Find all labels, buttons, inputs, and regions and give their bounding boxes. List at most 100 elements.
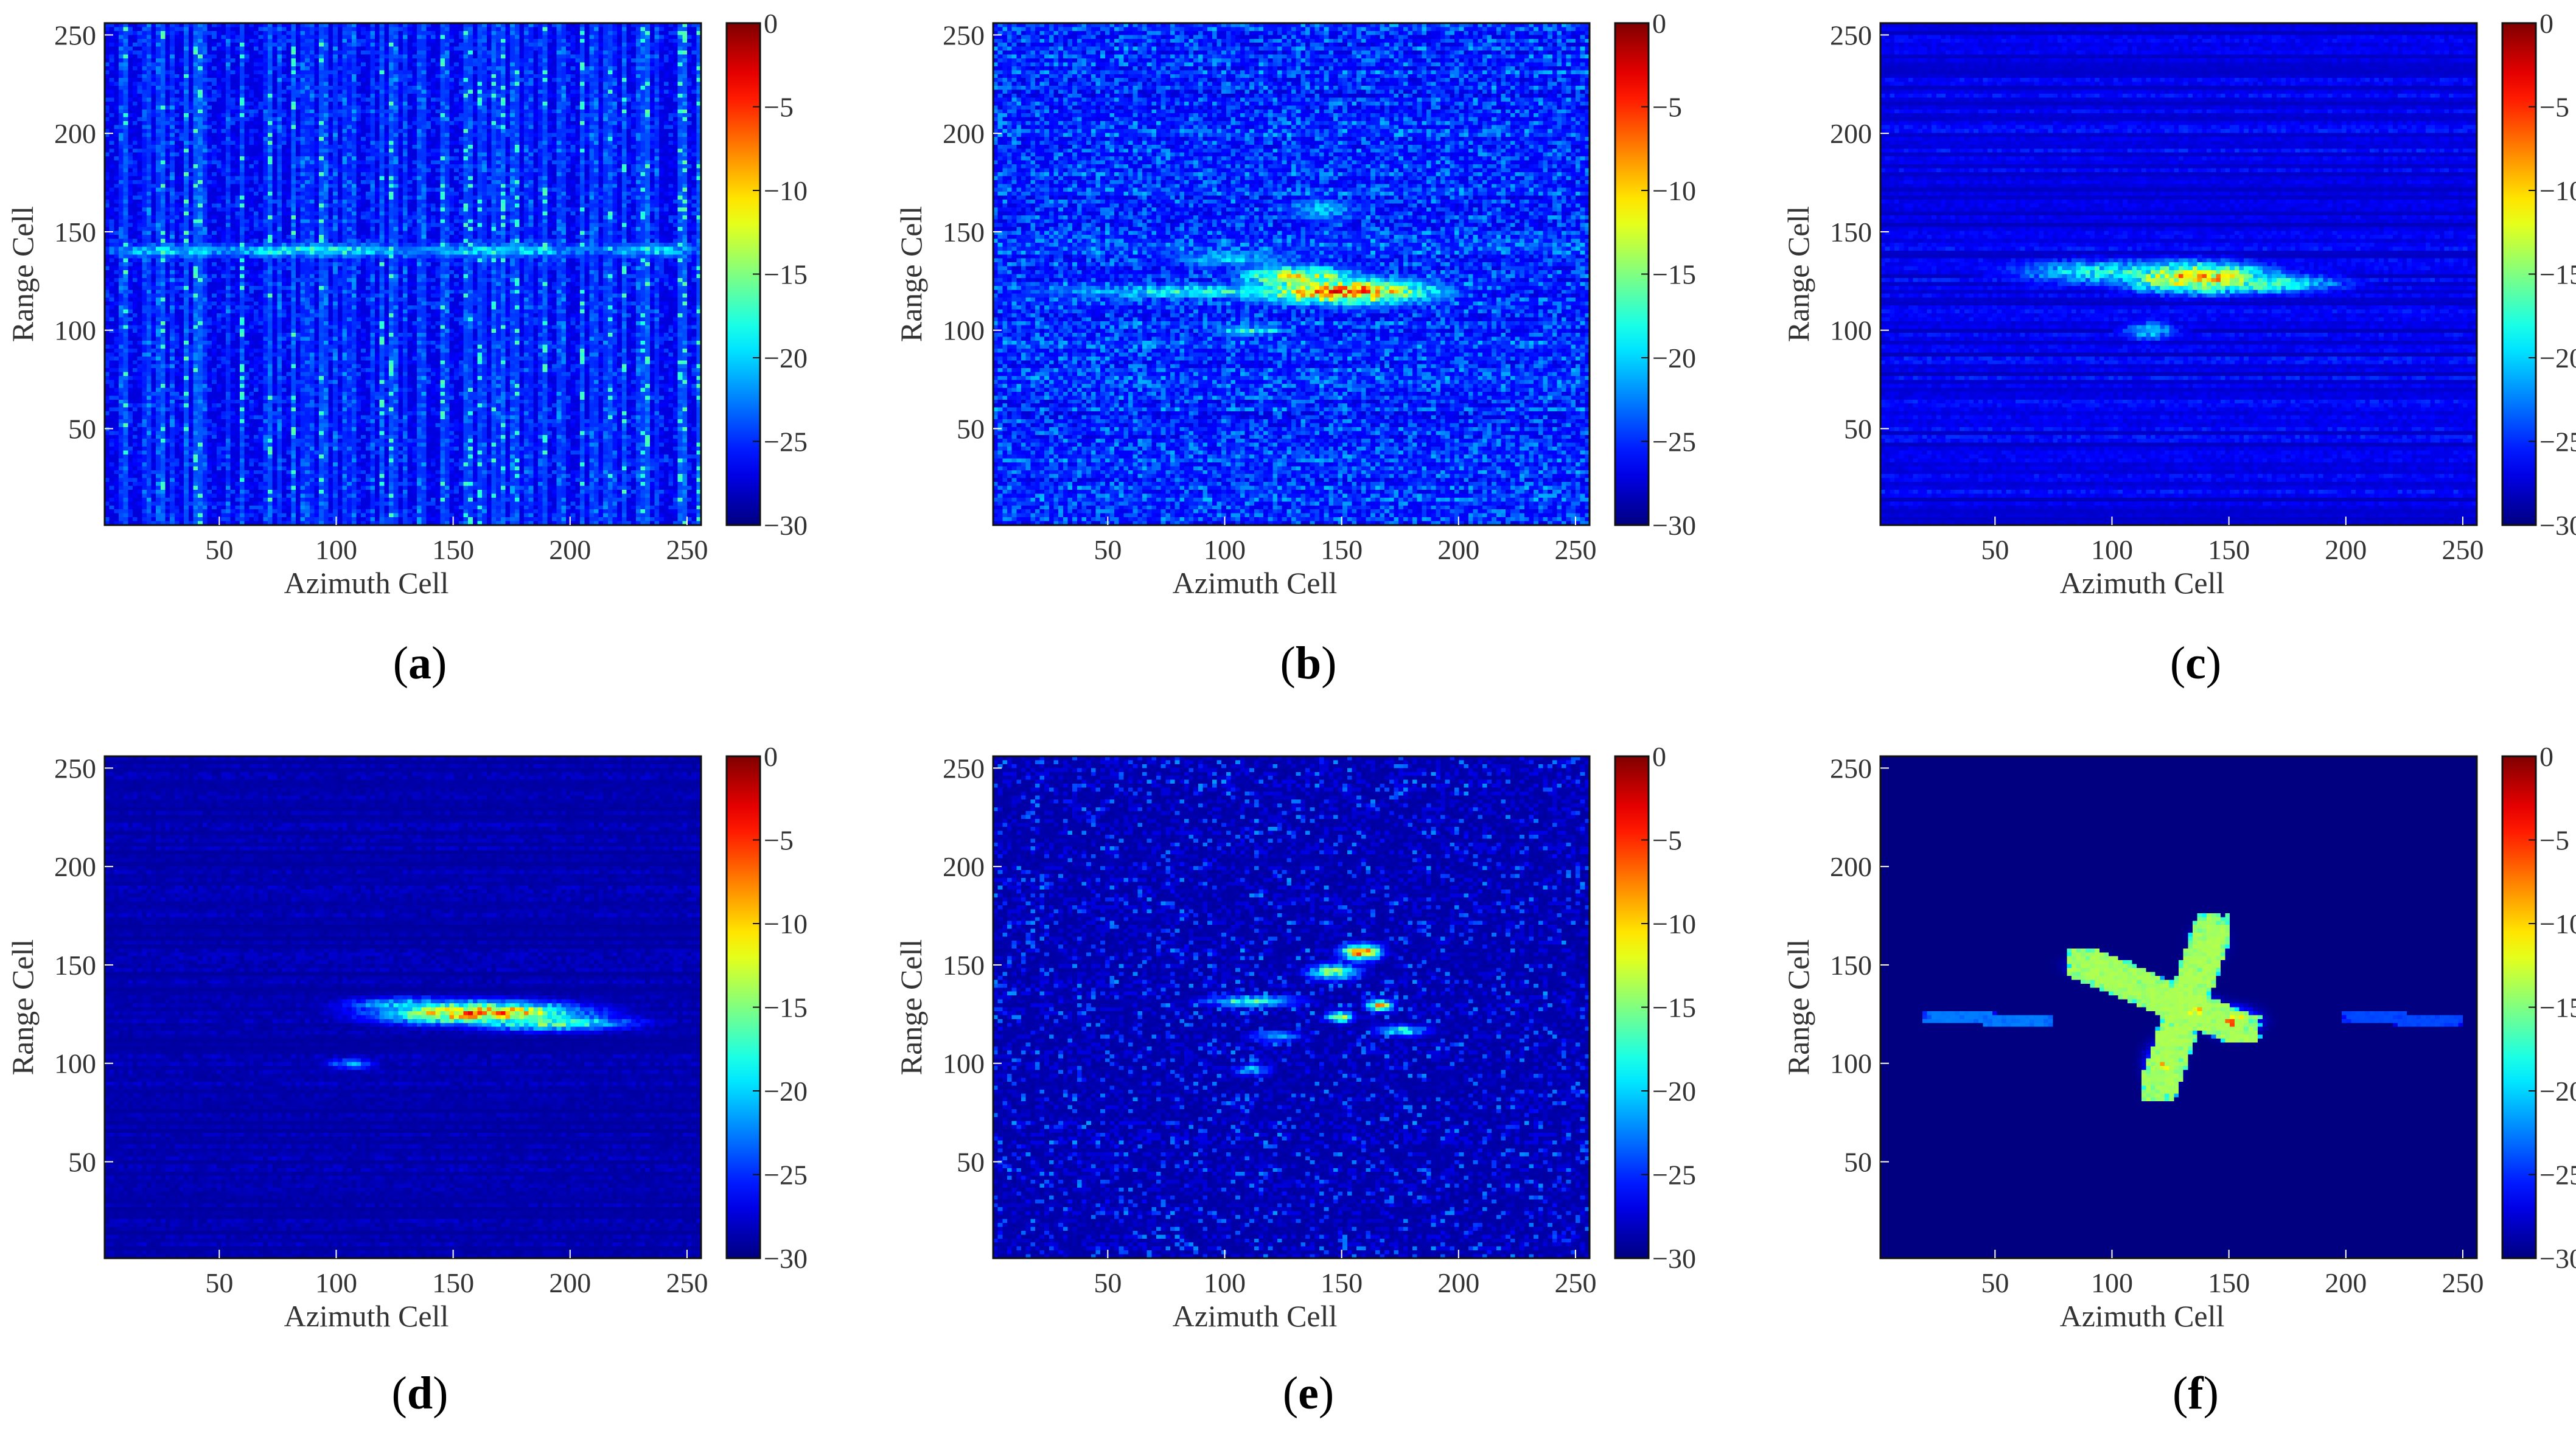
y-tick-label: 100 <box>943 1048 985 1079</box>
x-tick-label: 150 <box>2208 534 2250 565</box>
heatmap-f <box>1880 756 2477 1258</box>
colorbar-tick-label: −30 <box>1652 510 1696 541</box>
x-tick-label: 100 <box>315 1267 357 1298</box>
y-axis-label: Range Cell <box>894 206 928 343</box>
y-tick-label: 250 <box>943 753 985 784</box>
panel-b: 50 100 150 200 250 50 100 150 200 250 Azimuth Cell… <box>894 8 1696 689</box>
y-tick-label: 50 <box>68 1146 96 1177</box>
panel-caption-a: (a) <box>393 638 447 689</box>
x-tick-label: 50 <box>1981 1267 2009 1298</box>
x-tick-label: 200 <box>2325 534 2367 565</box>
x-tick-label: 100 <box>1204 534 1246 565</box>
y-tick-label: 200 <box>1830 118 1872 149</box>
x-tick-label: 250 <box>1554 1267 1596 1298</box>
colorbar-tick-label: −20 <box>1652 343 1696 374</box>
colorbar-tick-label: −25 <box>1652 1160 1696 1191</box>
x-axis-label: Azimuth Cell <box>2060 1299 2225 1333</box>
x-tick-label: 200 <box>549 1267 591 1298</box>
colorbar-tick-label: −5 <box>764 92 794 123</box>
x-tick-label: 150 <box>432 534 474 565</box>
heatmap-b <box>993 23 1590 525</box>
colorbar-tick-label: −20 <box>2539 343 2576 374</box>
panel-caption-c: (c) <box>2170 638 2221 689</box>
x-tick-label: 50 <box>1094 534 1122 565</box>
panel-caption-d: (d) <box>392 1368 449 1419</box>
panel-a: 50 100 150 200 250 50 100 150 200 250 Azimuth Cell… <box>5 8 808 689</box>
panel-caption-letter: c <box>2185 638 2206 689</box>
y-tick-label: 150 <box>1830 217 1872 248</box>
plot-frame-d <box>103 755 702 1259</box>
x-tick-label: 50 <box>1981 534 2009 565</box>
panel-caption-letter: e <box>1298 1368 1319 1419</box>
plot-frame-c <box>1879 22 2478 526</box>
colorbar-tick-label: 0 <box>1652 741 1666 772</box>
y-tick-label: 100 <box>54 1048 96 1079</box>
y-tick-label: 150 <box>54 950 96 981</box>
colorbar-tick-label: −5 <box>764 825 794 856</box>
colorbar-tick-label: −10 <box>2539 908 2576 939</box>
panel-caption-b: (b) <box>1280 638 1337 689</box>
y-axis-label: Range Cell <box>1781 939 1815 1076</box>
y-tick-label: 100 <box>1830 1048 1872 1079</box>
colorbar-tick-label: 0 <box>1652 8 1666 39</box>
colorbar-tick-label: −25 <box>764 427 808 458</box>
y-tick-label: 250 <box>54 19 96 50</box>
colorbar-tick-label: −10 <box>1652 908 1696 939</box>
colorbar-tick-label: −10 <box>764 908 808 939</box>
x-tick-label: 150 <box>1321 1267 1363 1298</box>
x-tick-label: 100 <box>2091 534 2133 565</box>
x-tick-label: 250 <box>2442 1267 2484 1298</box>
x-axis-label: Azimuth Cell <box>284 1299 449 1333</box>
y-tick-label: 150 <box>943 950 985 981</box>
x-tick-label: 200 <box>1437 1267 1479 1298</box>
colorbar-tick-label: −30 <box>1652 1243 1696 1274</box>
y-tick-label: 250 <box>54 753 96 784</box>
panel-caption-letter: f <box>2188 1368 2204 1419</box>
y-axis-label: Range Cell <box>5 939 40 1076</box>
x-tick-label: 250 <box>666 1267 708 1298</box>
x-tick-label: 200 <box>549 534 591 565</box>
colorbar-tick-label: −20 <box>2539 1076 2576 1107</box>
panel-caption-f: (f) <box>2173 1368 2219 1419</box>
colorbar-tick-label: −30 <box>2539 510 2576 541</box>
x-tick-label: 250 <box>2442 534 2484 565</box>
x-tick-label: 50 <box>1094 1267 1122 1298</box>
y-tick-label: 150 <box>943 217 985 248</box>
plot-frame-f <box>1879 755 2478 1259</box>
x-axis-label: Azimuth Cell <box>2060 566 2225 600</box>
colorbar-tick-label: −5 <box>1652 92 1682 123</box>
y-axis-label: Range Cell <box>5 206 40 343</box>
y-tick-label: 200 <box>54 851 96 882</box>
y-tick-label: 200 <box>943 851 985 882</box>
y-tick-label: 50 <box>1844 1146 1872 1177</box>
panel-caption-letter: b <box>1296 638 1321 689</box>
colorbar-tick-label: −15 <box>764 259 808 290</box>
colorbar-tick-label: −25 <box>2539 427 2576 458</box>
x-tick-label: 100 <box>315 534 357 565</box>
y-axis-label: Range Cell <box>894 939 928 1076</box>
colorbar-tick-label: −15 <box>1652 259 1696 290</box>
x-tick-label: 150 <box>2208 1267 2250 1298</box>
panel-e: 50 100 150 200 250 50 100 150 200 250 Azimuth Cell… <box>894 741 1696 1419</box>
y-tick-label: 50 <box>68 413 96 444</box>
panel-caption-e: (e) <box>1283 1368 1334 1419</box>
colorbar-tick-label: 0 <box>764 741 778 772</box>
panel-d: 50 100 150 200 250 50 100 150 200 250 Azimuth Cell… <box>5 741 808 1419</box>
y-tick-label: 100 <box>1830 315 1872 346</box>
x-axis-label: Azimuth Cell <box>1173 1299 1338 1333</box>
colorbar-tick-label: −10 <box>764 175 808 206</box>
y-tick-label: 200 <box>1830 851 1872 882</box>
x-tick-label: 250 <box>1554 534 1596 565</box>
colorbar-tick-label: 0 <box>2539 8 2553 39</box>
y-tick-label: 50 <box>957 413 985 444</box>
y-tick-label: 250 <box>1830 753 1872 784</box>
y-tick-label: 100 <box>943 315 985 346</box>
heatmap-d <box>105 756 701 1258</box>
colorbar-tick-label: −10 <box>1652 175 1696 206</box>
heatmap-e <box>993 756 1590 1258</box>
plot-frame-e <box>992 755 1591 1259</box>
colorbar-tick-label: −5 <box>1652 825 1682 856</box>
panel-caption-letter: a <box>408 638 431 689</box>
y-tick-label: 200 <box>943 118 985 149</box>
